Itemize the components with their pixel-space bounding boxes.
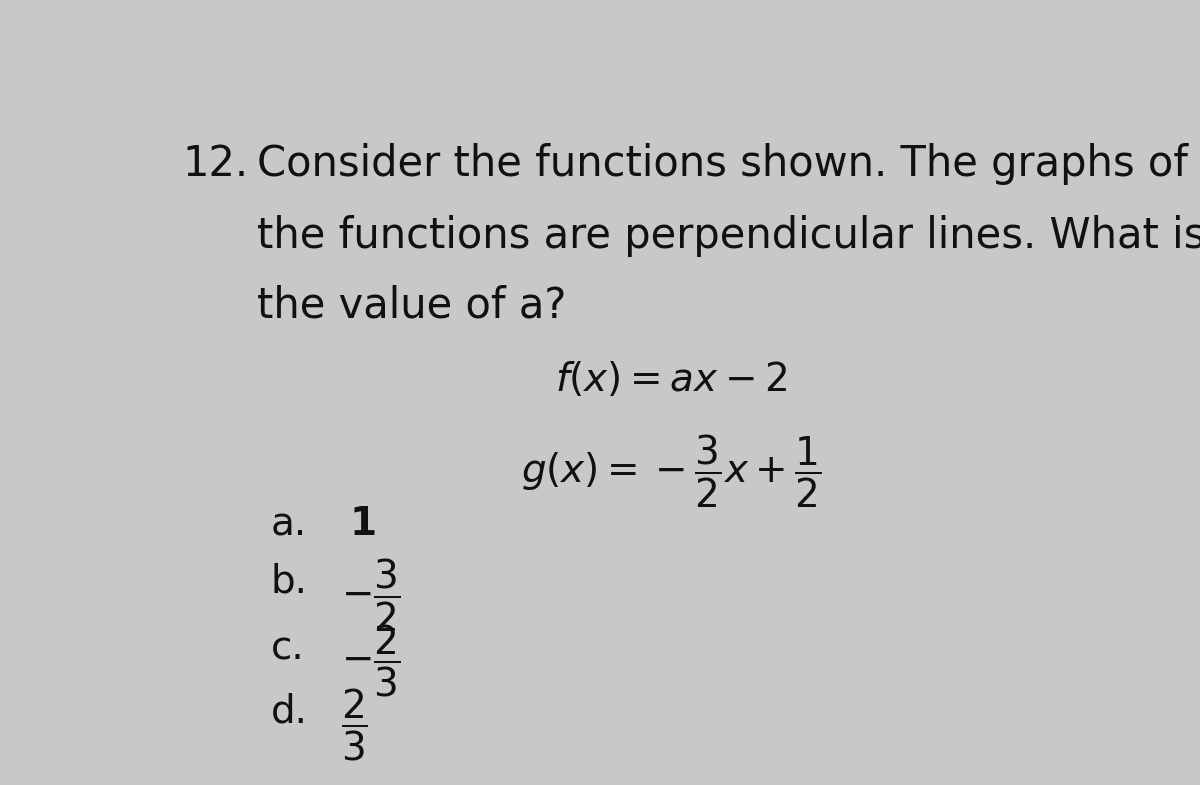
Text: the value of a?: the value of a?	[257, 285, 566, 327]
Text: $\dfrac{2}{3}$: $\dfrac{2}{3}$	[341, 687, 367, 763]
Text: b.: b.	[271, 563, 308, 601]
Text: a.: a.	[271, 506, 307, 543]
Text: Consider the functions shown. The graphs of: Consider the functions shown. The graphs…	[257, 143, 1188, 184]
Text: $-\dfrac{2}{3}$: $-\dfrac{2}{3}$	[341, 623, 400, 699]
Text: $\mathit{f}(\mathit{x}) = \mathit{a}\mathit{x} - 2$: $\mathit{f}(\mathit{x}) = \mathit{a}\mat…	[554, 360, 787, 399]
Text: $-\dfrac{3}{2}$: $-\dfrac{3}{2}$	[341, 557, 400, 633]
Text: 12.: 12.	[182, 143, 248, 184]
Text: d.: d.	[271, 692, 308, 731]
Text: 1: 1	[350, 506, 377, 543]
Text: c.: c.	[271, 629, 305, 667]
Text: the functions are perpendicular lines. What is: the functions are perpendicular lines. W…	[257, 215, 1200, 257]
Text: $\mathit{g}(\mathit{x}) = -\dfrac{3}{2}\mathit{x}+\dfrac{1}{2}$: $\mathit{g}(\mathit{x}) = -\dfrac{3}{2}\…	[521, 433, 821, 509]
